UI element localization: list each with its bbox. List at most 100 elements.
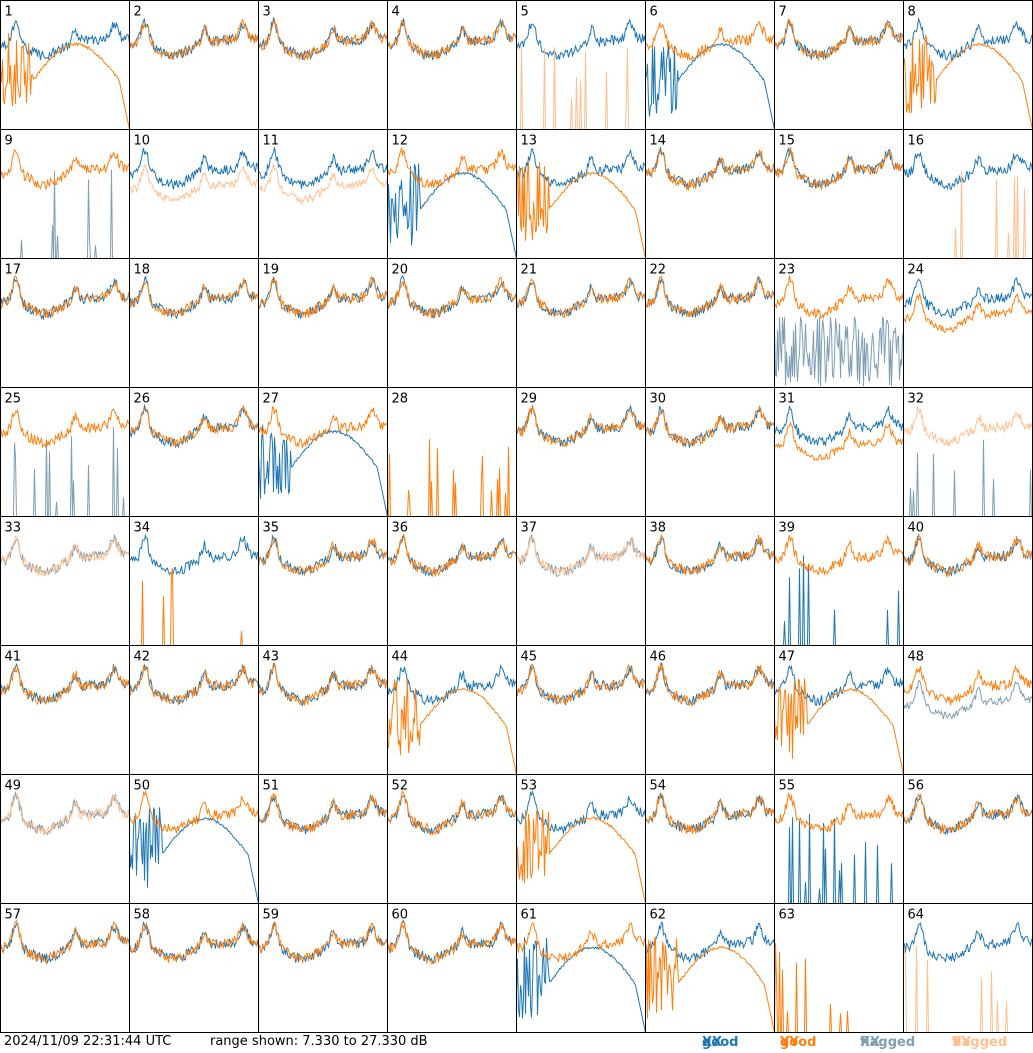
panel-25-label: 25 <box>5 392 22 407</box>
panel-49-yy-line <box>0 793 130 835</box>
panel-45-xx-line <box>516 665 646 706</box>
panel-51-yy-line <box>258 792 388 833</box>
panel-10-yy-line <box>129 164 259 203</box>
panel-19-label: 19 <box>263 263 280 278</box>
panel-29: 29 <box>516 392 646 448</box>
panel-58: 58 <box>129 908 259 964</box>
panel-20: 20 <box>387 263 517 319</box>
panel-15-xx-line <box>774 147 904 190</box>
panel-18: 18 <box>129 263 259 320</box>
panel-27-xx-line <box>258 424 388 517</box>
panel-49: 49 <box>0 779 130 836</box>
panel-7: 7 <box>774 5 904 61</box>
panel-1-label: 1 <box>5 5 13 20</box>
panel-24: 24 <box>903 263 1033 334</box>
panel-38: 38 <box>645 521 775 576</box>
panel-11-xx-line <box>258 147 388 190</box>
panel-10-label: 10 <box>134 134 151 149</box>
panel-19-yy-line <box>258 275 388 318</box>
panel-22-yy-line <box>645 274 775 318</box>
panel-62-label: 62 <box>650 908 667 923</box>
panel-26-label: 26 <box>134 392 151 407</box>
panel-12-label: 12 <box>392 134 409 149</box>
panel-61-label: 61 <box>521 908 538 923</box>
panel-32-label: 32 <box>908 392 925 407</box>
panel-28-label: 28 <box>392 392 409 407</box>
panel-14: 14 <box>645 134 775 192</box>
panel-43: 43 <box>258 650 388 707</box>
panel-58-xx-line <box>129 921 259 962</box>
panel-48: 48 <box>903 650 1033 720</box>
panel-1-xx-line <box>0 20 130 61</box>
panel-50-label: 50 <box>134 779 151 794</box>
panel-11: 11 <box>258 134 388 206</box>
panel-36-label: 36 <box>392 521 409 536</box>
panel-21-xx-line <box>516 278 646 318</box>
panel-15-label: 15 <box>779 134 796 149</box>
panel-17-xx-line <box>0 277 130 321</box>
panel-7-yy-line <box>774 18 904 61</box>
panel-39-yy-line <box>774 534 904 576</box>
panel-23-label: 23 <box>779 263 796 278</box>
panel-60-yy-line <box>387 922 517 965</box>
panel-16-label: 16 <box>908 134 925 149</box>
panel-12-xx-line <box>387 163 517 259</box>
panel-57-yy-line <box>0 919 130 965</box>
panel-15: 15 <box>774 134 904 191</box>
panel-51-xx-line <box>258 793 388 835</box>
panel-36-xx-line <box>387 535 517 577</box>
panel-15-yy-line <box>774 147 904 191</box>
panel-14-yy-line <box>645 148 775 192</box>
panel-33: 33 <box>0 521 130 577</box>
timestamp: 2024/11/09 22:31:44 UTC <box>4 1034 172 1049</box>
panel-46-yy-line <box>645 662 775 707</box>
panel-46-xx-line <box>645 662 775 707</box>
panel-31: 31 <box>774 392 904 462</box>
panel-39: 39 <box>774 521 904 646</box>
panel-1: 1 <box>0 5 130 130</box>
panel-60: 60 <box>387 908 517 965</box>
panel-46-label: 46 <box>650 650 667 665</box>
panel-62-yy-line <box>645 936 775 1033</box>
panel-29-xx-line <box>516 404 646 447</box>
legend-good-yy-word: good <box>780 1035 817 1050</box>
panel-53-label: 53 <box>521 779 538 794</box>
panel-53: 53 <box>516 779 646 904</box>
panel-48-xx-line <box>903 680 1033 720</box>
panel-33-label: 33 <box>5 521 22 536</box>
panel-13-label: 13 <box>521 134 538 149</box>
panel-22-xx-line <box>645 275 775 318</box>
panel-2: 2 <box>129 5 259 61</box>
panel-35-label: 35 <box>263 521 280 536</box>
panel-34-yy-line <box>129 568 259 646</box>
panel-59-yy-line <box>258 921 388 964</box>
panel-8-label: 8 <box>908 5 916 20</box>
panel-9-xx-line <box>0 169 130 259</box>
panel-51: 51 <box>258 779 388 835</box>
panel-7-label: 7 <box>779 5 787 20</box>
panel-45-label: 45 <box>521 650 538 665</box>
panel-21: 21 <box>516 263 646 319</box>
panel-52-label: 52 <box>392 779 409 794</box>
panel-38-xx-line <box>645 537 775 575</box>
panel-44: 44 <box>387 650 517 775</box>
panel-47: 47 <box>774 650 904 775</box>
panel-9-yy-line <box>0 149 130 190</box>
panel-16-yy-line <box>903 171 1033 259</box>
panel-31-yy-line <box>774 421 904 462</box>
panel-3-xx-line <box>258 17 388 61</box>
panel-20-label: 20 <box>392 263 409 278</box>
range-readout: range shown: 7.330 to 27.330 dB <box>210 1034 428 1049</box>
panel-14-label: 14 <box>650 134 667 149</box>
panel-40-label: 40 <box>908 521 925 536</box>
panel-26: 26 <box>129 392 259 449</box>
panel-52-xx-line <box>387 793 517 835</box>
panel-2-label: 2 <box>134 5 142 20</box>
panel-64: 64 <box>903 908 1033 1033</box>
panel-63-label: 63 <box>779 908 796 923</box>
panel-27: 27 <box>258 392 388 517</box>
panel-64-label: 64 <box>908 908 925 923</box>
panel-56-label: 56 <box>908 779 925 794</box>
panel-36-yy-line <box>387 533 517 577</box>
